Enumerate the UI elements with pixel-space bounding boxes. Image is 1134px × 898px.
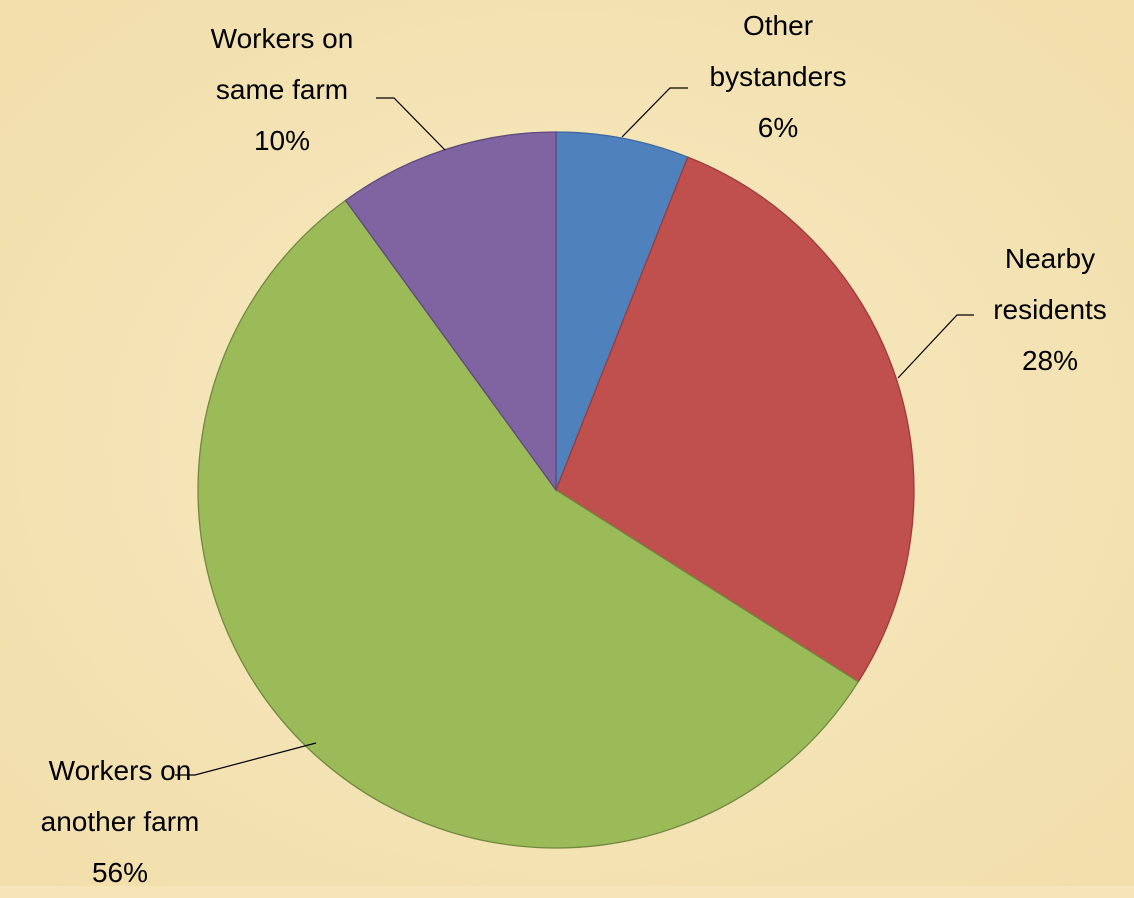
leader-line: [621, 87, 688, 138]
value-label: 56%: [91, 857, 149, 888]
category-label: Nearby residents: [993, 243, 1107, 325]
leader-lines: [175, 87, 974, 776]
category-label: Other bystanders: [709, 10, 847, 92]
pie-slice: [197, 199, 860, 849]
value-label: 10%: [253, 125, 311, 156]
value-label: 6%: [757, 112, 799, 143]
leader-line: [376, 97, 446, 151]
category-label: Workers on another farm: [40, 755, 200, 837]
slice-label: Workers on another farm 56%: [0, 745, 270, 898]
leader-line: [897, 314, 974, 379]
pie-slice: [555, 131, 689, 491]
value-label: 28%: [1021, 345, 1079, 376]
slice-label: Other bystanders 6%: [628, 0, 928, 153]
pie: [197, 131, 915, 849]
category-label: Workers on same farm: [210, 23, 354, 105]
pie-slice: [555, 156, 915, 683]
slice-label: Workers on same farm 10%: [132, 13, 432, 166]
leader-line: [175, 742, 317, 776]
slice-label: Nearby residents 28%: [900, 233, 1134, 386]
